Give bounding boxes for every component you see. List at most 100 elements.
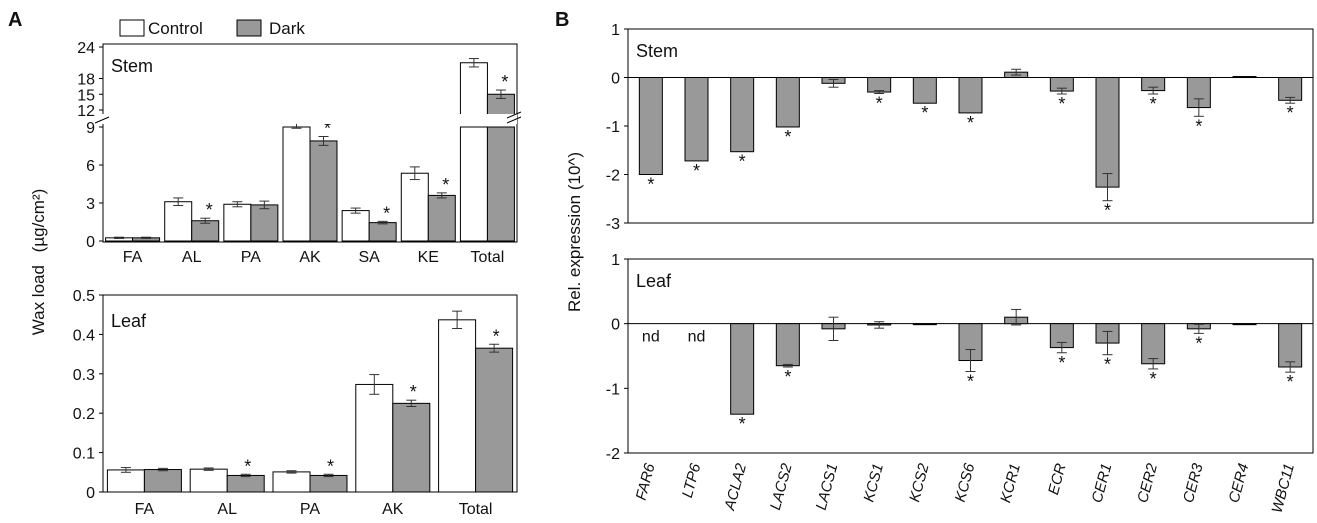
bar (1095, 77, 1120, 188)
x-tick-label: AL (217, 501, 237, 518)
legend-control-label: Control (148, 19, 203, 38)
x-tick-label: LACS2 (767, 461, 796, 512)
y-tick-label: 0.5 (73, 288, 95, 305)
bar-dark (486, 126, 515, 242)
bar (1278, 77, 1303, 101)
bar-control (272, 471, 311, 493)
x-tick-label: AK (299, 249, 321, 266)
y-tick-label: 0.1 (73, 446, 95, 463)
panel-a-label: A (8, 9, 22, 31)
svg-text:Wax load (µg/cm²): Wax load (µg/cm²) (29, 189, 48, 336)
y-tick-label: 24 (77, 40, 95, 57)
significance-star: * (1195, 333, 1202, 353)
axis-break-mark (506, 111, 522, 119)
plot-frame (102, 43, 518, 243)
x-tick-label: Total (459, 501, 493, 518)
x-tick-label: FA (123, 249, 143, 266)
x-tick-label: CER4 (1226, 462, 1253, 505)
significance-star: * (493, 326, 500, 346)
significance-star: * (324, 119, 331, 139)
y-axis-unit-a: (µg/cm²) (29, 189, 48, 253)
y-tick-label: -2 (606, 446, 620, 463)
not-detected-label: nd (688, 329, 706, 346)
significance-star: * (1058, 94, 1065, 114)
significance-star: * (784, 367, 791, 387)
bar (638, 77, 663, 175)
leaf-expression-chart: Leaf nd FAR6 nd LTP6 * ACLA2 * LACS2 LACS1 KCS1 KCS… (606, 252, 1314, 515)
x-tick-label: LTP6 (679, 461, 705, 500)
significance-star: * (206, 200, 213, 220)
bar (730, 77, 755, 153)
significance-star: * (442, 175, 449, 195)
axis-break-band (97, 114, 517, 124)
bar-control (355, 383, 394, 493)
significance-star: * (739, 414, 746, 434)
legend-control-swatch (119, 19, 145, 37)
chart-title: Stem (636, 41, 678, 61)
panel-b-label: B (555, 9, 569, 31)
y-axis-label-b: Rel. expression (10^) (565, 152, 584, 312)
significance-star: * (647, 175, 654, 195)
y-tick-label: 1 (611, 252, 620, 269)
significance-star: * (784, 127, 791, 147)
significance-star: * (244, 456, 251, 476)
x-tick-label: CER2 (1134, 461, 1161, 505)
significance-star: * (1287, 103, 1294, 123)
x-tick-label: WBC11 (1269, 462, 1299, 515)
y-tick-label: 15 (77, 87, 95, 104)
bar-dark (309, 474, 348, 493)
axis-break-mark (506, 116, 522, 124)
x-tick-label: FAR6 (633, 461, 659, 502)
bar-control (341, 210, 370, 242)
significance-star: * (693, 161, 700, 181)
y-tick-label: 6 (86, 158, 95, 175)
significance-star: * (967, 113, 974, 133)
bar (775, 77, 800, 128)
bar-dark (226, 474, 265, 493)
y-tick-label: 12 (77, 103, 95, 120)
y-tick-label: 9 (86, 120, 95, 137)
x-tick-label: CER1 (1089, 462, 1116, 505)
bar-dark (392, 402, 431, 493)
x-tick-label: FA (135, 501, 155, 518)
leaf-wax-chart: Leaf FA * AL * PA * AK * Total 0 0.1 0.2 0.3 0.4 0.5 (73, 288, 518, 518)
x-tick-label: AK (382, 501, 404, 518)
bar (1278, 323, 1303, 368)
y-axis-label-a: Wax load (µg/cm²) (29, 189, 48, 336)
significance-star: * (1104, 201, 1111, 221)
bar-control (400, 172, 429, 242)
x-tick-label: ECR (1045, 461, 1070, 496)
significance-star: * (1150, 94, 1157, 114)
bar-dark (368, 222, 397, 242)
bar (775, 323, 800, 367)
y-tick-label: 18 (77, 72, 95, 89)
bar-control-upper (459, 62, 488, 121)
chart-title: Leaf (111, 311, 147, 331)
bar-control (438, 319, 477, 493)
x-tick-label: KCS6 (952, 461, 979, 504)
x-tick-label: Total (471, 249, 505, 266)
bar-control (164, 201, 193, 242)
legend-dark-swatch (236, 19, 262, 37)
y-tick-label: 0 (611, 317, 620, 334)
chart-title: Leaf (636, 271, 672, 291)
bar (1232, 76, 1257, 79)
significance-star: * (921, 103, 928, 123)
chart-title: Stem (111, 56, 153, 76)
bar-dark (250, 204, 279, 242)
significance-star: * (383, 203, 390, 223)
bar-control (282, 126, 311, 242)
x-tick-label: ACLA2 (721, 461, 750, 513)
legend: Control Dark (119, 19, 305, 38)
x-tick-label: PA (300, 501, 320, 518)
x-tick-label: KCS1 (860, 462, 887, 504)
bar (867, 77, 892, 93)
significance-star: * (410, 382, 417, 402)
plot-frame (627, 258, 1314, 454)
y-tick-label: -1 (606, 381, 620, 398)
y-tick-label: 0.3 (73, 367, 95, 384)
bar-dark (191, 220, 220, 242)
not-detected-label: nd (642, 329, 660, 346)
